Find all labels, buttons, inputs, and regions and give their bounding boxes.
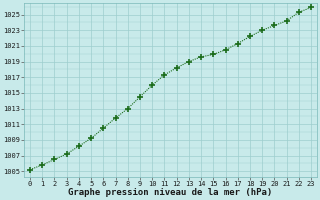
X-axis label: Graphe pression niveau de la mer (hPa): Graphe pression niveau de la mer (hPa): [68, 188, 273, 197]
